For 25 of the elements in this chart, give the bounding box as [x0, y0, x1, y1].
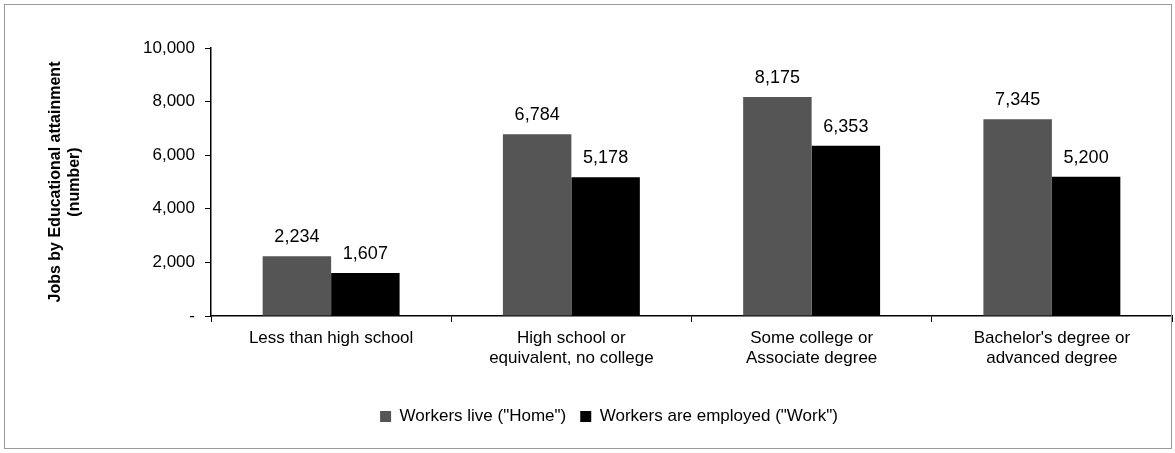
y-tick-label: 10,000	[143, 37, 195, 57]
x-tick-label: High school or equivalent, no college	[489, 327, 654, 368]
y-tick-label: 2,000	[152, 252, 195, 272]
data-label: 8,175	[754, 66, 800, 87]
y-tick-label: 8,000	[152, 91, 195, 111]
x-tick-label: Some college or Associate degree	[745, 327, 878, 368]
legend-label: Workers are employed ("Work")	[599, 406, 838, 426]
y-axis-title: Jobs by Educational attainment (number)	[46, 60, 83, 303]
bar	[983, 119, 1052, 316]
bar	[502, 134, 572, 316]
bar	[262, 256, 332, 316]
y-tick-label: 4,000	[152, 198, 195, 218]
bar	[743, 96, 812, 316]
legend-label: Workers live ("Home")	[399, 406, 567, 426]
data-label: 1,607	[342, 242, 388, 263]
x-tick-label: Less than high school	[248, 327, 414, 347]
data-label: 7,345	[995, 89, 1041, 110]
data-label: 5,200	[1063, 146, 1109, 167]
y-tick-label: -	[189, 305, 195, 325]
data-label: 6,784	[514, 104, 560, 125]
x-tick-label: Bachelor's degree or advanced degree	[973, 327, 1131, 368]
data-label: 2,234	[274, 226, 320, 247]
y-tick-label: 6,000	[152, 144, 195, 164]
data-label: 6,353	[823, 115, 869, 136]
data-label: 5,178	[583, 147, 629, 168]
